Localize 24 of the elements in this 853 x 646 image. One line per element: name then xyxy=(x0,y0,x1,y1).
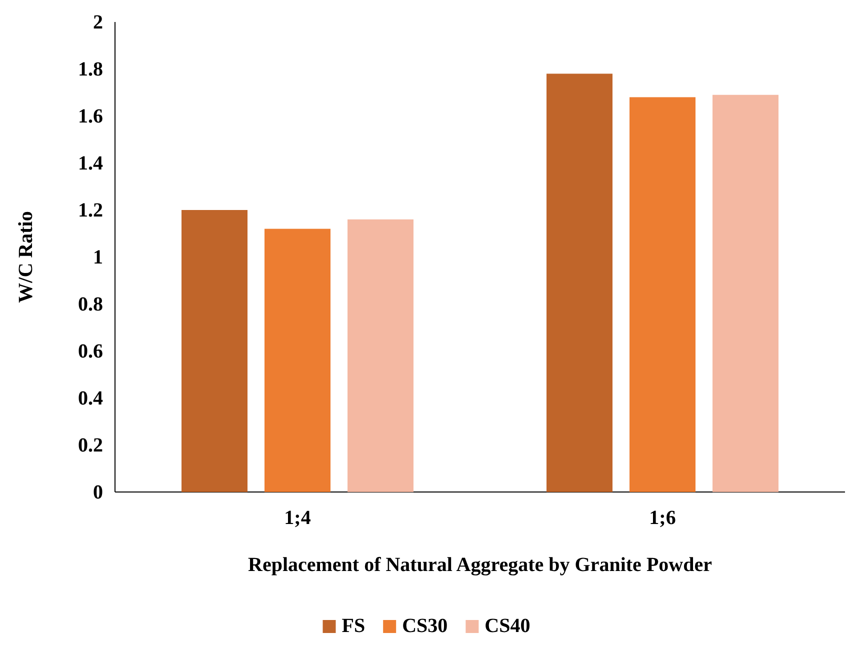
y-tick-label: 1 xyxy=(93,246,103,268)
y-tick-label: 1.6 xyxy=(78,105,103,128)
bar xyxy=(348,219,414,492)
bar xyxy=(264,228,330,492)
y-tick-label: 1.4 xyxy=(78,152,103,174)
y-tick-label: 1.8 xyxy=(78,58,103,80)
y-tick-label: 0.4 xyxy=(78,387,103,410)
legend-label: CS30 xyxy=(402,615,448,637)
legend-label: CS40 xyxy=(484,615,530,637)
bar xyxy=(546,74,612,492)
y-tick-label: 1.2 xyxy=(78,199,103,222)
y-tick-label: 0.8 xyxy=(78,293,103,316)
x-tick-label: 1;6 xyxy=(649,507,676,530)
y-tick-label: 0.2 xyxy=(78,434,103,456)
y-tick-label: 0 xyxy=(93,481,103,504)
x-axis-title: Replacement of Natural Aggregate by Granite Powder xyxy=(248,554,712,576)
bar xyxy=(182,210,248,492)
y-tick-label: 2 xyxy=(93,11,103,34)
legend-label: FS xyxy=(342,615,366,637)
y-axis-title: W/C Ratio xyxy=(15,211,37,303)
bar xyxy=(712,94,778,492)
bar xyxy=(630,97,696,492)
x-tick-label: 1;4 xyxy=(284,507,311,530)
y-tick-label: 0.6 xyxy=(78,340,103,362)
